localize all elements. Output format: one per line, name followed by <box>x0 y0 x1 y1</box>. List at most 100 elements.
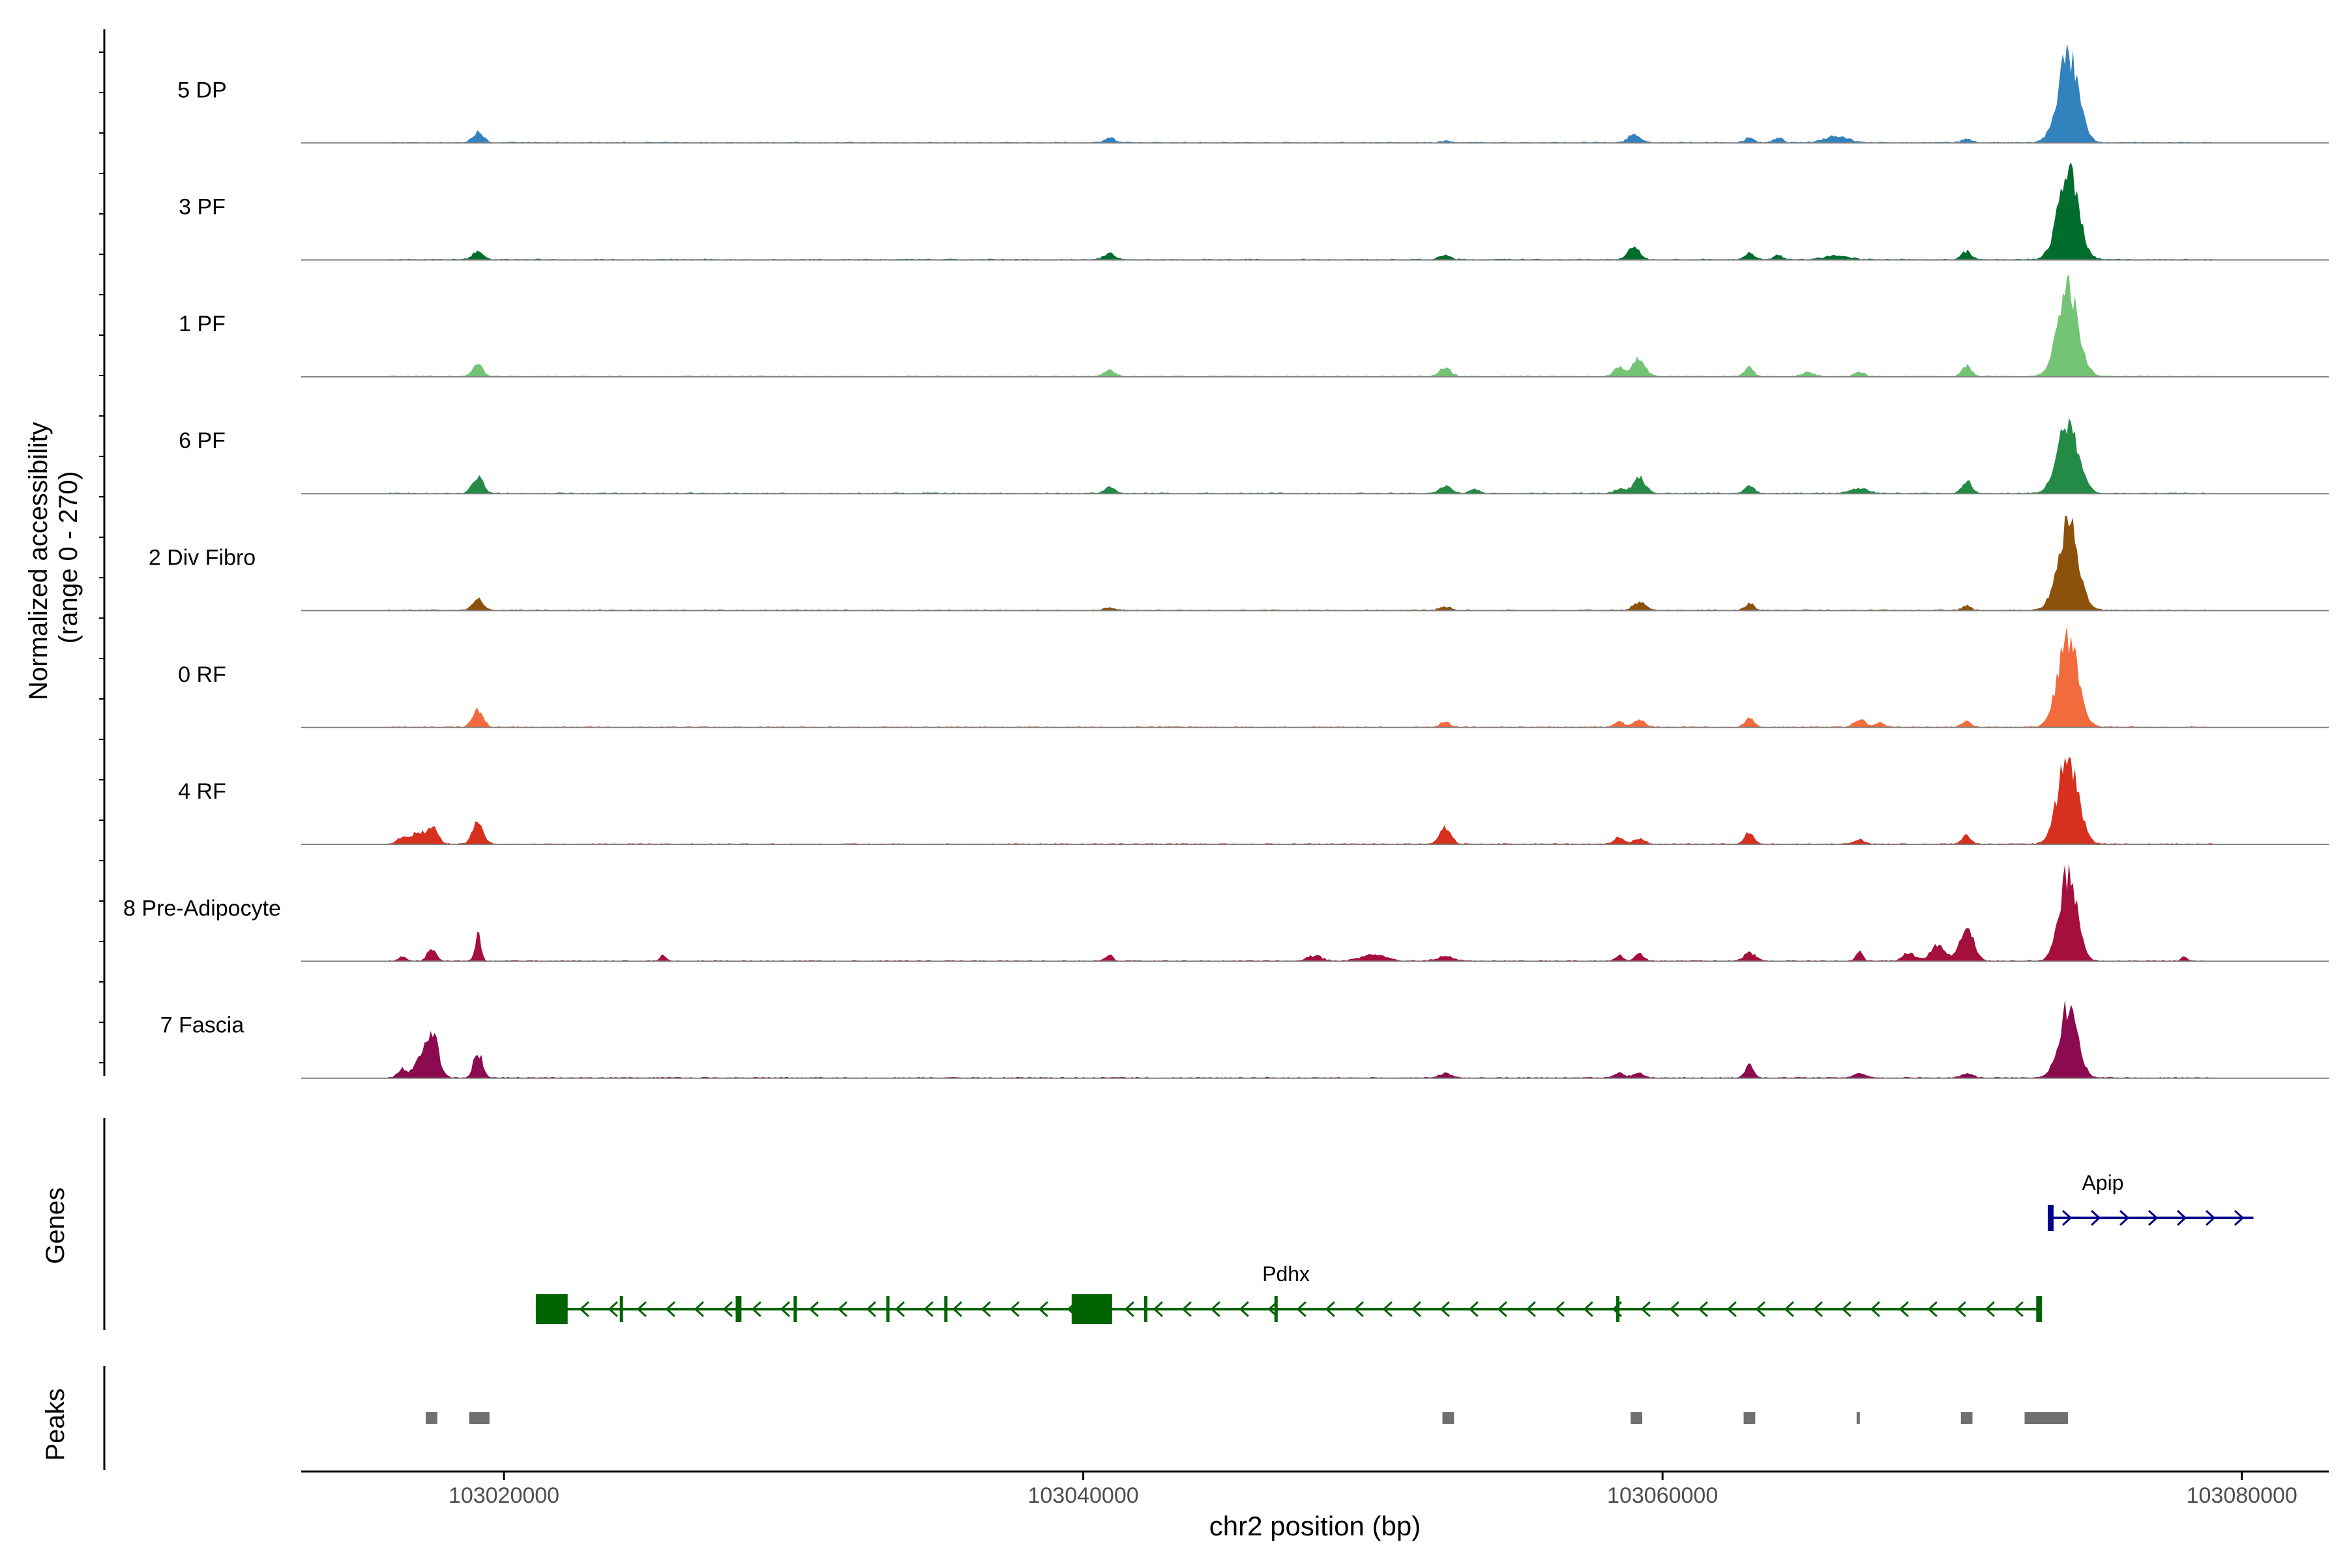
strand-arrow <box>866 1301 876 1318</box>
exon-block <box>535 1294 568 1324</box>
strand-arrow <box>608 1301 618 1318</box>
x-tick-label: 103060000 <box>1607 1483 1718 1508</box>
peak-region <box>1631 1412 1643 1424</box>
gene-name-apip: Apip <box>2082 1171 2123 1194</box>
exon-block <box>1274 1296 1278 1322</box>
strand-arrow <box>1009 1301 1020 1318</box>
coverage-area-8-pre-adipocyte <box>388 863 2213 962</box>
exon-block <box>1071 1294 1112 1324</box>
strand-arrow <box>694 1301 704 1318</box>
peak-region <box>1856 1412 1860 1424</box>
strand-arrow <box>1497 1301 1507 1318</box>
coverage-area-6-pf <box>388 418 2213 494</box>
strand-arrow <box>1325 1301 1335 1318</box>
track-label: 2 Div Fibro <box>149 546 256 570</box>
track-label: 7 Fascia <box>160 1013 244 1038</box>
x-axis-label: chr2 position (bp) <box>1209 1511 1421 1541</box>
strand-arrow <box>808 1301 819 1318</box>
strand-arrow <box>894 1301 905 1318</box>
coverage-area-5-dp <box>388 43 2213 143</box>
strand-arrow <box>1640 1301 1651 1318</box>
strand-arrow <box>981 1301 991 1318</box>
x-tick-label: 103020000 <box>449 1483 559 1508</box>
peak-region <box>1442 1412 1454 1424</box>
strand-arrow <box>1841 1301 1852 1318</box>
track-label: 0 RF <box>178 662 226 687</box>
strand-arrow <box>2177 1209 2187 1226</box>
strand-arrow <box>1411 1301 1421 1318</box>
strand-arrow <box>665 1301 675 1318</box>
strand-arrow <box>1038 1301 1048 1318</box>
exon-block <box>2048 1205 2054 1231</box>
peak-region <box>1960 1412 1973 1424</box>
strand-arrow <box>1468 1301 1479 1318</box>
strand-arrow <box>2206 1209 2216 1226</box>
strand-arrow <box>1439 1301 1450 1318</box>
track-label: 6 PF <box>179 428 226 453</box>
coverage-area-1-pf <box>388 274 2213 377</box>
genes-track: Apip Pdhx <box>103 1118 2254 1330</box>
strand-arrow <box>1353 1301 1364 1318</box>
genes-track-label: Genes <box>41 1187 70 1264</box>
gene-name-pdhx: Pdhx <box>1262 1262 1310 1286</box>
y-axis-label-line1: Normalized accessibility <box>24 422 53 700</box>
strand-arrow <box>1526 1301 1536 1318</box>
strand-arrow <box>1153 1301 1163 1318</box>
exon-block <box>793 1296 797 1322</box>
x-axis: 103020000 103040000 103060000 103080000 <box>301 1470 2329 1508</box>
strand-arrow <box>1755 1301 1765 1318</box>
strand-arrow <box>1124 1301 1134 1318</box>
track-label: 8 Pre-Adipocyte <box>123 896 281 921</box>
coverage-area-0-rf <box>388 626 2213 728</box>
peak-region <box>2024 1412 2069 1424</box>
peak-region <box>426 1412 437 1424</box>
strand-arrow <box>1554 1301 1565 1318</box>
y-axis-label: Normalized accessibility (range 0 - 270) <box>24 415 83 700</box>
strand-arrow <box>1583 1301 1593 1318</box>
strand-arrow <box>837 1301 848 1318</box>
exon-block <box>1144 1296 1147 1322</box>
coverage-tracks: 5 DP 3 PF 1 PF 6 PF 2 Div Fibro 0 RF 4 RF 8 Pre… <box>99 29 2329 1079</box>
strand-arrow <box>1985 1301 1995 1318</box>
strand-arrow <box>780 1301 790 1318</box>
strand-arrow <box>1181 1301 1192 1318</box>
strand-arrow <box>1698 1301 1708 1318</box>
strand-arrow <box>751 1301 761 1318</box>
strand-arrow <box>2091 1209 2101 1226</box>
coverage-area-3-pf <box>388 162 2213 260</box>
strand-arrow <box>1956 1301 1966 1318</box>
strand-arrow <box>1898 1301 1909 1318</box>
exon-block <box>2036 1296 2043 1322</box>
exon-block <box>886 1296 890 1322</box>
strand-arrow <box>1927 1301 1938 1318</box>
strand-arrow <box>1296 1301 1306 1318</box>
track-label: 3 PF <box>179 195 226 220</box>
strand-arrow <box>1726 1301 1737 1318</box>
track-label: 1 PF <box>179 312 226 336</box>
coverage-area-2-div-fibro <box>388 516 2213 611</box>
track-label: 4 RF <box>178 779 226 804</box>
strand-arrow <box>722 1301 733 1318</box>
exon-block <box>1616 1296 1620 1322</box>
strand-arrow <box>1669 1301 1679 1318</box>
coverage-area-7-fascia <box>388 999 2213 1078</box>
strand-arrow <box>1870 1301 1880 1318</box>
strand-arrow <box>1382 1301 1393 1318</box>
strand-arrow <box>952 1301 962 1318</box>
peaks-track <box>103 1366 2069 1470</box>
strand-arrow <box>2062 1209 2073 1226</box>
strand-arrow <box>1784 1301 1794 1318</box>
x-tick-label: 103040000 <box>1027 1483 1138 1508</box>
exon-block <box>944 1296 948 1322</box>
strand-arrow <box>1210 1301 1220 1318</box>
y-axis-label-line2: (range 0 - 270) <box>54 471 83 644</box>
exon-block <box>619 1296 623 1322</box>
strand-arrow <box>2234 1209 2245 1226</box>
strand-arrow <box>2148 1209 2159 1226</box>
strand-arrow <box>579 1301 589 1318</box>
strand-arrow <box>1812 1301 1823 1318</box>
track-label: 5 DP <box>177 78 227 102</box>
strand-arrow <box>2119 1209 2130 1226</box>
